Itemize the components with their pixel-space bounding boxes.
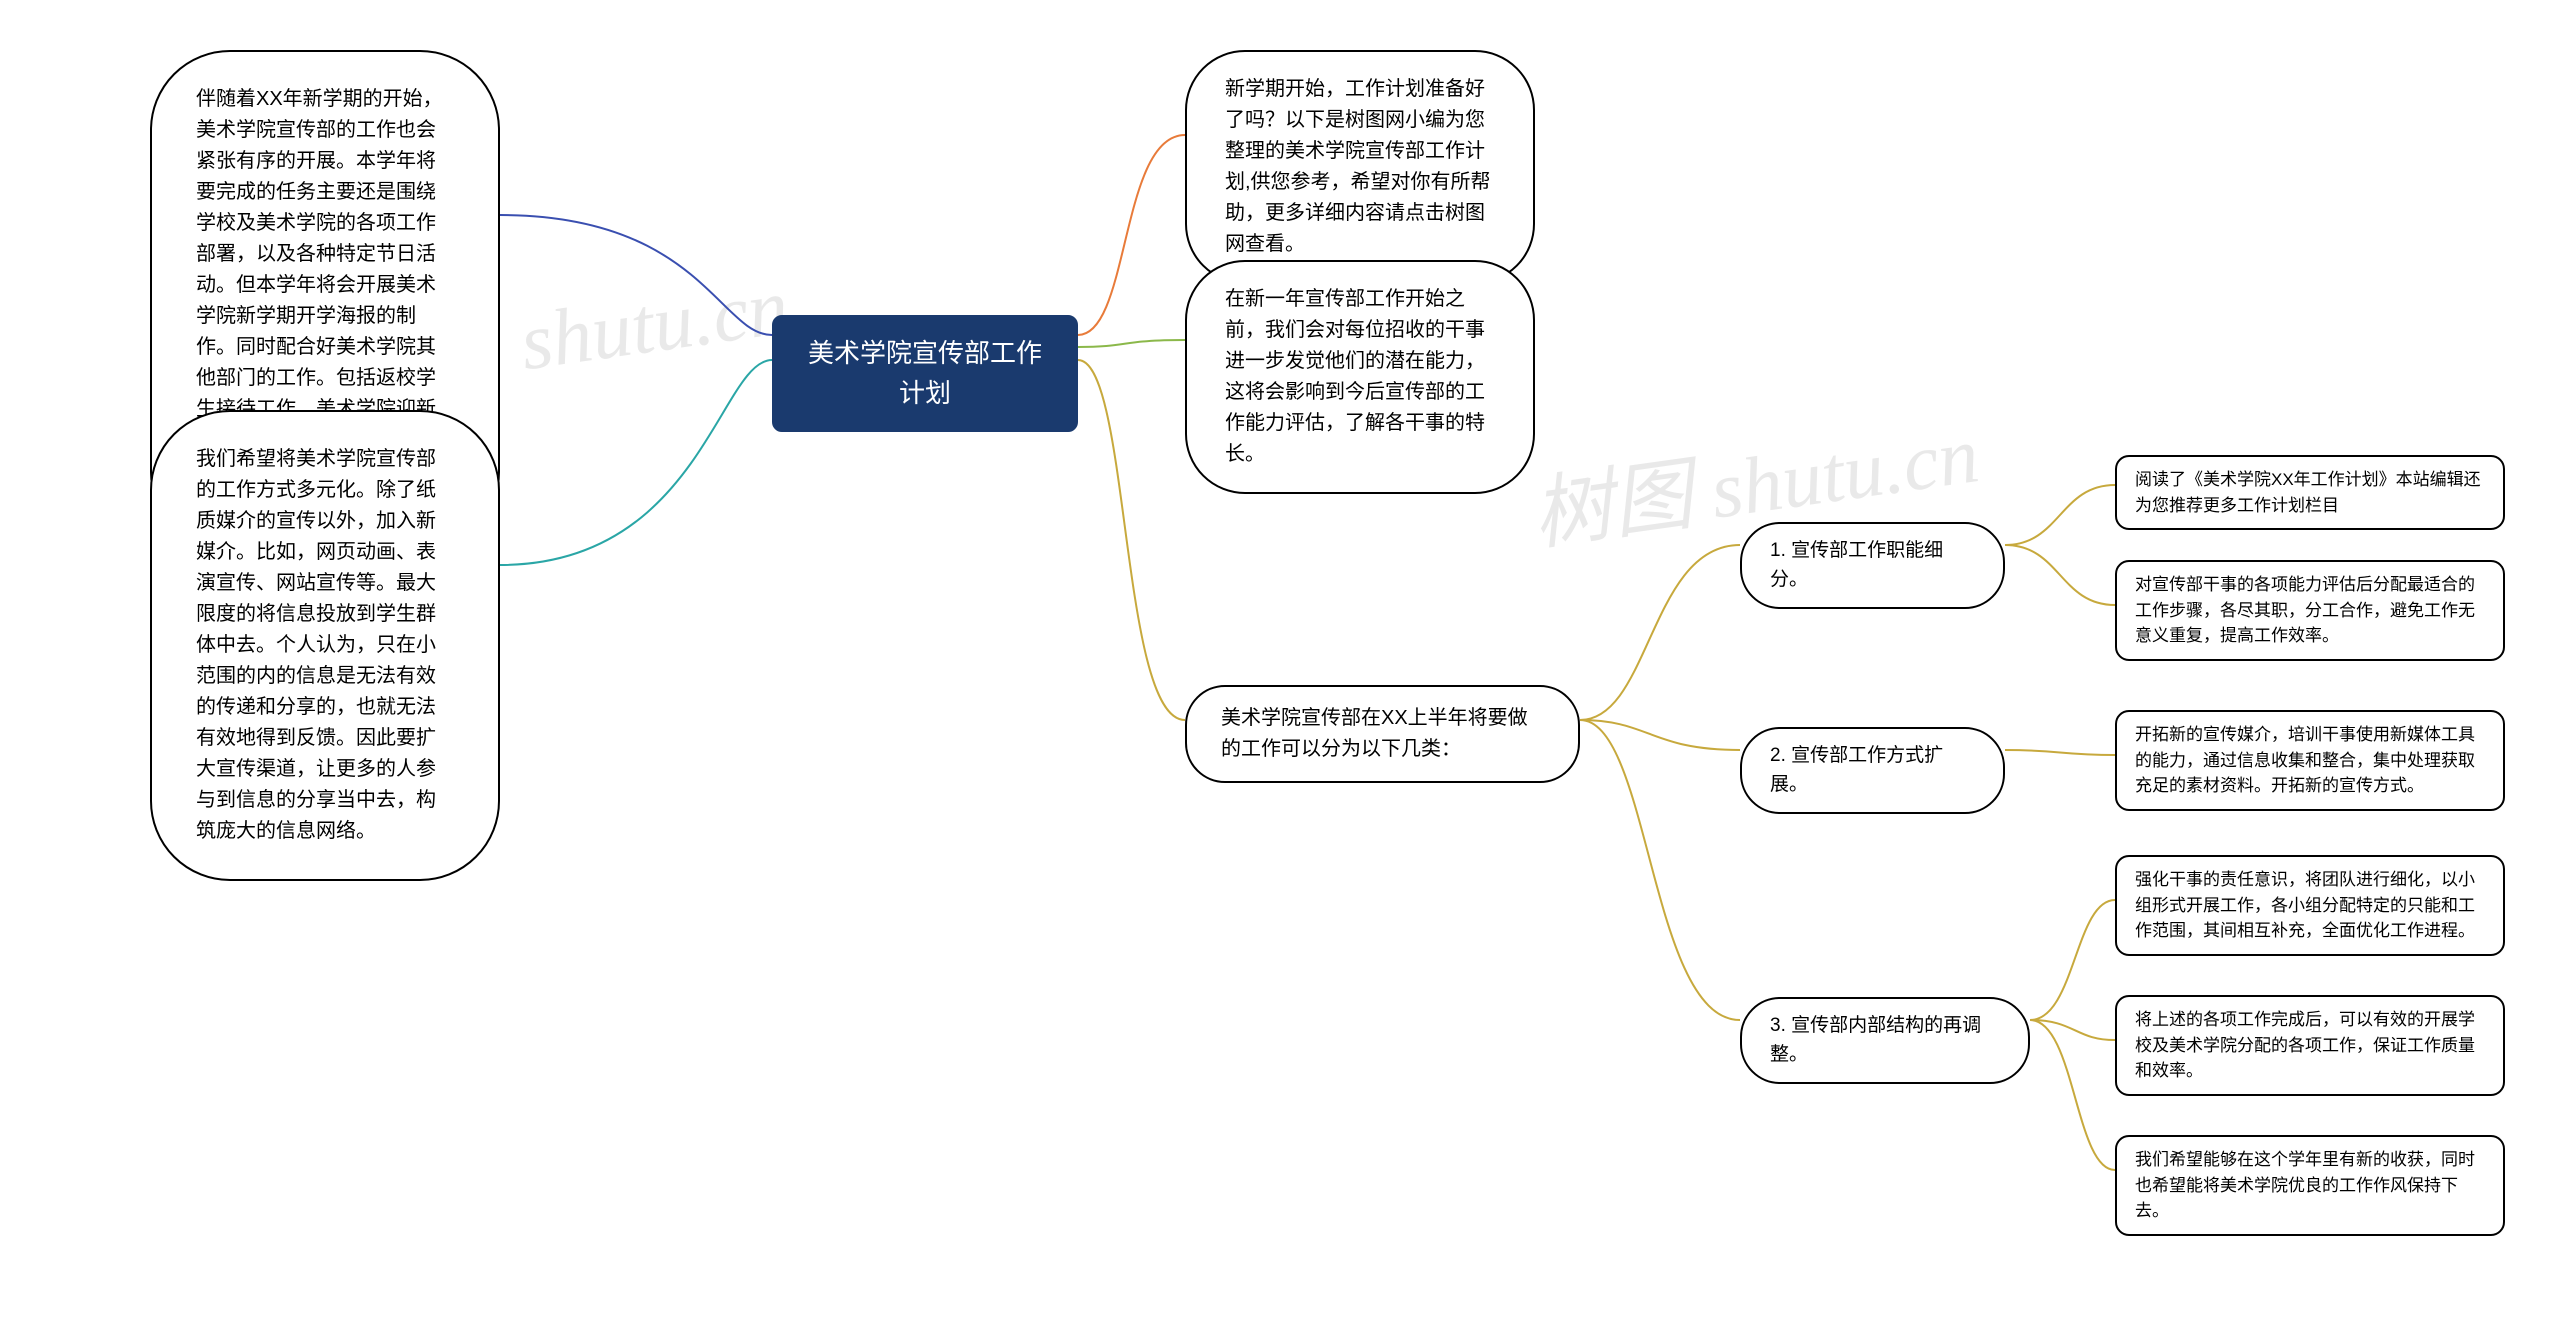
left-node-1: 我们希望将美术学院宣传部的工作方式多元化。除了纸质媒介的宣传以外，加入新媒介。比… xyxy=(150,410,500,881)
leaf-2a: 开拓新的宣传媒介，培训干事使用新媒体工具的能力，通过信息收集和整合，集中处理获取… xyxy=(2115,710,2505,811)
mid-node-1: 1. 宣传部工作职能细分。 xyxy=(1740,522,2005,609)
right-node-2: 美术学院宣传部在XX上半年将要做的工作可以分为以下几类： xyxy=(1185,685,1580,783)
leaf-2a-text: 开拓新的宣传媒介，培训干事使用新媒体工具的能力，通过信息收集和整合，集中处理获取… xyxy=(2135,725,2475,795)
leaf-1a: 阅读了《美术学院XX年工作计划》本站编辑还为您推荐更多工作计划栏目 xyxy=(2115,455,2505,530)
mid-node-3: 3. 宣传部内部结构的再调整。 xyxy=(1740,997,2030,1084)
leaf-1a-text: 阅读了《美术学院XX年工作计划》本站编辑还为您推荐更多工作计划栏目 xyxy=(2135,470,2481,515)
leaf-3a-text: 强化干事的责任意识，将团队进行细化，以小组形式开展工作，各小组分配特定的只能和工… xyxy=(2135,870,2475,940)
mid-node-2: 2. 宣传部工作方式扩展。 xyxy=(1740,727,2005,814)
root-label: 美术学院宣传部工作计划 xyxy=(808,338,1042,408)
mid-node-2-label: 2. 宣传部工作方式扩展。 xyxy=(1770,745,1943,795)
mid-node-3-label: 3. 宣传部内部结构的再调整。 xyxy=(1770,1015,1981,1065)
right-node-2-text: 美术学院宣传部在XX上半年将要做的工作可以分为以下几类： xyxy=(1221,707,1528,760)
watermark: shutu.cn xyxy=(515,262,794,390)
mid-node-1-label: 1. 宣传部工作职能细分。 xyxy=(1770,540,1943,590)
root-node: 美术学院宣传部工作计划 xyxy=(772,315,1078,432)
leaf-3b: 将上述的各项工作完成后，可以有效的开展学校及美术学院分配的各项工作，保证工作质量… xyxy=(2115,995,2505,1096)
right-node-0: 新学期开始，工作计划准备好了吗？以下是树图网小编为您整理的美术学院宣传部工作计划… xyxy=(1185,50,1535,284)
right-node-0-text: 新学期开始，工作计划准备好了吗？以下是树图网小编为您整理的美术学院宣传部工作计划… xyxy=(1225,78,1491,255)
leaf-3c-text: 我们希望能够在这个学年里有新的收获，同时也希望能将美术学院优良的工作作风保持下去… xyxy=(2135,1150,2475,1220)
leaf-3b-text: 将上述的各项工作完成后，可以有效的开展学校及美术学院分配的各项工作，保证工作质量… xyxy=(2135,1010,2475,1080)
right-node-1-text: 在新一年宣传部工作开始之前，我们会对每位招收的干事进一步发觉他们的潜在能力，这将… xyxy=(1225,288,1485,465)
left-node-1-text: 我们希望将美术学院宣传部的工作方式多元化。除了纸质媒介的宣传以外，加入新媒介。比… xyxy=(196,448,436,842)
leaf-1b: 对宣传部干事的各项能力评估后分配最适合的工作步骤，各尽其职，分工合作，避免工作无… xyxy=(2115,560,2505,661)
leaf-3a: 强化干事的责任意识，将团队进行细化，以小组形式开展工作，各小组分配特定的只能和工… xyxy=(2115,855,2505,956)
leaf-1b-text: 对宣传部干事的各项能力评估后分配最适合的工作步骤，各尽其职，分工合作，避免工作无… xyxy=(2135,575,2475,645)
leaf-3c: 我们希望能够在这个学年里有新的收获，同时也希望能将美术学院优良的工作作风保持下去… xyxy=(2115,1135,2505,1236)
right-node-1: 在新一年宣传部工作开始之前，我们会对每位招收的干事进一步发觉他们的潜在能力，这将… xyxy=(1185,260,1535,494)
